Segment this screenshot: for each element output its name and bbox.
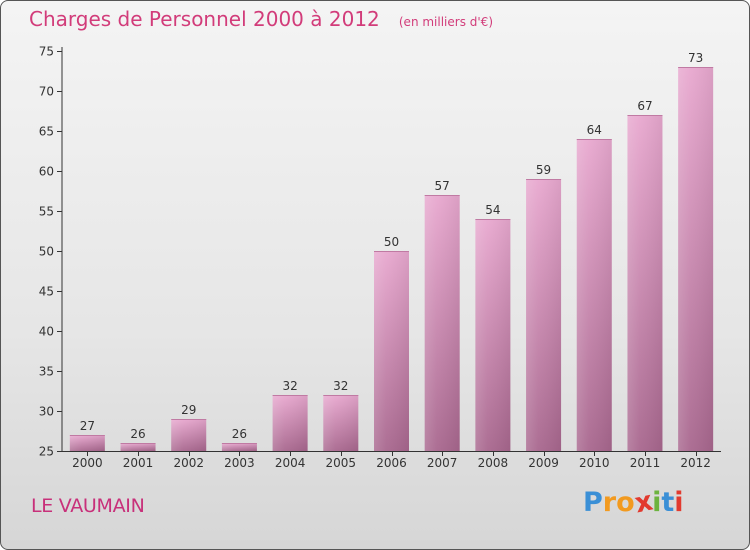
bar-layer — [69, 67, 714, 451]
logo-letter: r — [602, 487, 617, 518]
bar-value-label: 67 — [637, 99, 652, 113]
x-tick-label: 2006 — [376, 456, 407, 470]
logo-letter: i — [652, 487, 662, 518]
commune-name: LE VAUMAIN — [31, 495, 145, 517]
logo-letter: o — [616, 487, 635, 518]
chart-title: Charges de Personnel 2000 à 2012 — [29, 7, 380, 31]
x-tick-label: 2004 — [275, 456, 306, 470]
logo-letter: t — [661, 487, 675, 518]
logo-letter: P — [583, 487, 603, 518]
bar-value-label: 73 — [688, 51, 703, 65]
bar-shine — [627, 115, 663, 451]
y-tick-label: 65 — [39, 125, 54, 139]
y-tick-label: 55 — [39, 205, 54, 219]
bar-value-label: 27 — [80, 419, 95, 433]
y-tick-label: 70 — [39, 85, 54, 99]
y-tick-label: 45 — [39, 285, 54, 299]
y-tick-label: 30 — [39, 405, 54, 419]
y-tick-label: 75 — [39, 45, 54, 59]
bar-shine — [374, 251, 409, 451]
x-tick-label: 2001 — [123, 456, 154, 470]
bar-shine — [678, 67, 714, 451]
x-tick-label: 2000 — [72, 456, 103, 470]
proxiti-logo: Proxiti — [583, 486, 684, 520]
bar-shine — [69, 435, 105, 451]
bar-shine — [475, 219, 511, 451]
bar-shine — [526, 179, 562, 451]
y-tick-label: 25 — [39, 445, 54, 459]
bar-value-label: 57 — [435, 179, 450, 193]
bar-value-label: 32 — [333, 379, 348, 393]
title-row: Charges de Personnel 2000 à 2012 (en mil… — [29, 7, 493, 31]
bar-shine — [171, 419, 207, 451]
y-tick-label: 60 — [39, 165, 54, 179]
label-layer: 27 26 29 26 32 32 50 57 54 59 64 67 73 — [80, 51, 704, 441]
x-tick-label: 2003 — [224, 456, 255, 470]
bar-value-label: 59 — [536, 163, 551, 177]
x-tick-label: 2012 — [680, 456, 711, 470]
x-tick-label: 2002 — [173, 456, 204, 470]
axis-layer: 25 30 35 40 45 50 55 60 65 70 75 2000 2001 2002 2003 20… — [39, 45, 721, 470]
x-tick-label: 2010 — [579, 456, 610, 470]
y-tick-label: 40 — [39, 325, 54, 339]
chart-subtitle: (en milliers d'€) — [398, 15, 493, 29]
y-tick-label: 35 — [39, 365, 54, 379]
bar-value-label: 54 — [485, 203, 500, 217]
bar-value-label: 64 — [587, 123, 602, 137]
bar-shine — [576, 139, 612, 451]
bar-value-label: 32 — [282, 379, 297, 393]
x-tick-label: 2008 — [478, 456, 509, 470]
bar-shine — [323, 395, 359, 451]
logo-letter: i — [674, 487, 684, 518]
bar-shine — [424, 195, 460, 451]
bar-shine — [221, 443, 257, 451]
y-tick-label: 50 — [39, 245, 54, 259]
x-tick-label: 2007 — [427, 456, 458, 470]
bar-value-label: 50 — [384, 235, 399, 249]
bar-value-label: 26 — [130, 427, 145, 441]
x-tick-label: 2011 — [630, 456, 661, 470]
x-tick-label: 2005 — [326, 456, 357, 470]
bar-shine — [272, 395, 308, 451]
bar-value-label: 26 — [232, 427, 247, 441]
bar-shine — [120, 443, 156, 451]
x-tick-label: 2009 — [528, 456, 559, 470]
bar-value-label: 29 — [181, 403, 196, 417]
